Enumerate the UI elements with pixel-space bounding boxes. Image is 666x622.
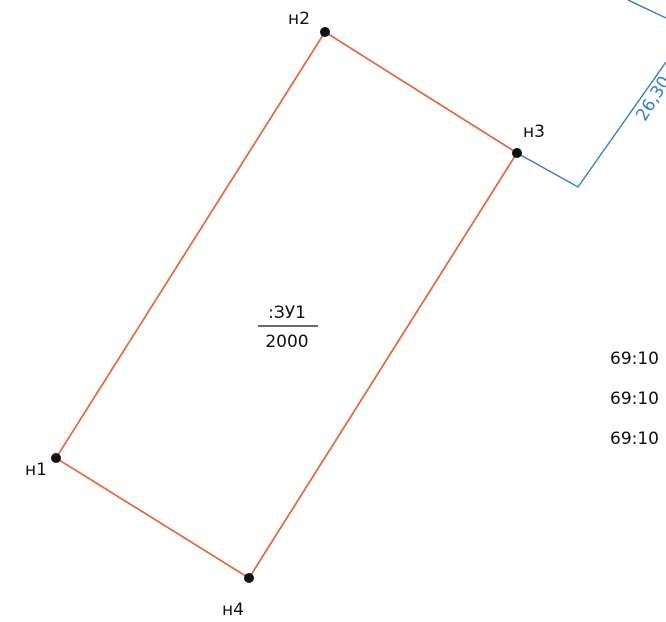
point-label: н3 — [523, 122, 545, 142]
point-label: н1 — [25, 460, 47, 480]
neighbor-boundary — [516, 61, 666, 188]
point — [244, 573, 254, 583]
point-label: н4 — [222, 600, 244, 620]
plot-label: :ЗУ1 — [268, 303, 306, 323]
cadastral-number: 69:10 — [610, 389, 659, 409]
dimension-label: 26,30 — [632, 73, 666, 125]
neighbor-boundary — [627, 0, 666, 19]
point — [320, 27, 330, 37]
point-label: н2 — [288, 9, 310, 29]
point — [51, 453, 61, 463]
cadastral-number: 69:10 — [610, 429, 659, 449]
plot-area: 2000 — [265, 332, 308, 352]
cadastral-number: 69:10 — [610, 349, 659, 369]
point — [512, 148, 522, 158]
